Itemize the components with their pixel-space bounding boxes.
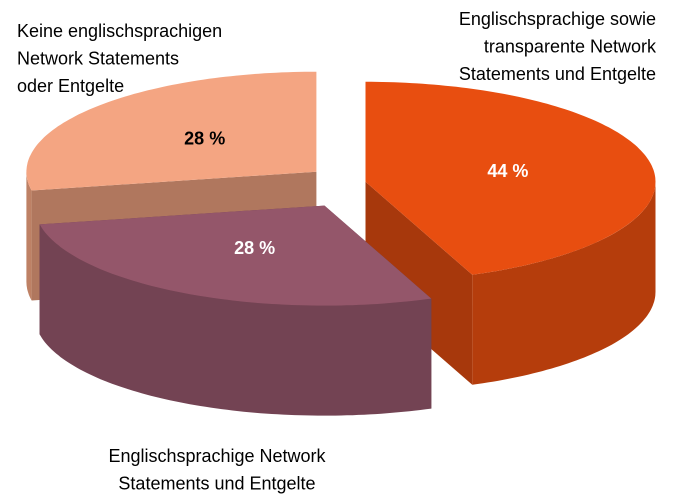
value-label: 28 %: [234, 238, 275, 258]
value-label: 28 %: [184, 129, 225, 149]
slice-side: [472, 181, 656, 385]
label-line: Englischsprachige sowie: [459, 9, 656, 29]
label-line: Network Statements: [17, 48, 179, 68]
slice-top: [365, 81, 656, 275]
label-line: Statements und Entgelte: [118, 473, 315, 493]
slice-side: [39, 224, 432, 416]
category-label: Englischsprachige Network Statements und …: [108, 446, 326, 494]
category-label: Keine englischsprachigen Network Statemen…: [17, 21, 222, 96]
label-line: oder Entgelte: [17, 76, 124, 96]
slice-top: [26, 71, 317, 191]
slice-side: [26, 171, 32, 301]
label-line: transparente Network: [484, 36, 657, 56]
slice-top: [39, 205, 432, 306]
label-line: Englischsprachige Network: [108, 446, 326, 466]
label-line: Statements und Entgelte: [459, 64, 656, 84]
slice-wall: [365, 181, 473, 385]
category-label: Englischsprachige sowie transparente Netw…: [459, 9, 657, 84]
value-label: 44 %: [487, 161, 528, 181]
label-line: Keine englischsprachigen: [17, 21, 222, 41]
